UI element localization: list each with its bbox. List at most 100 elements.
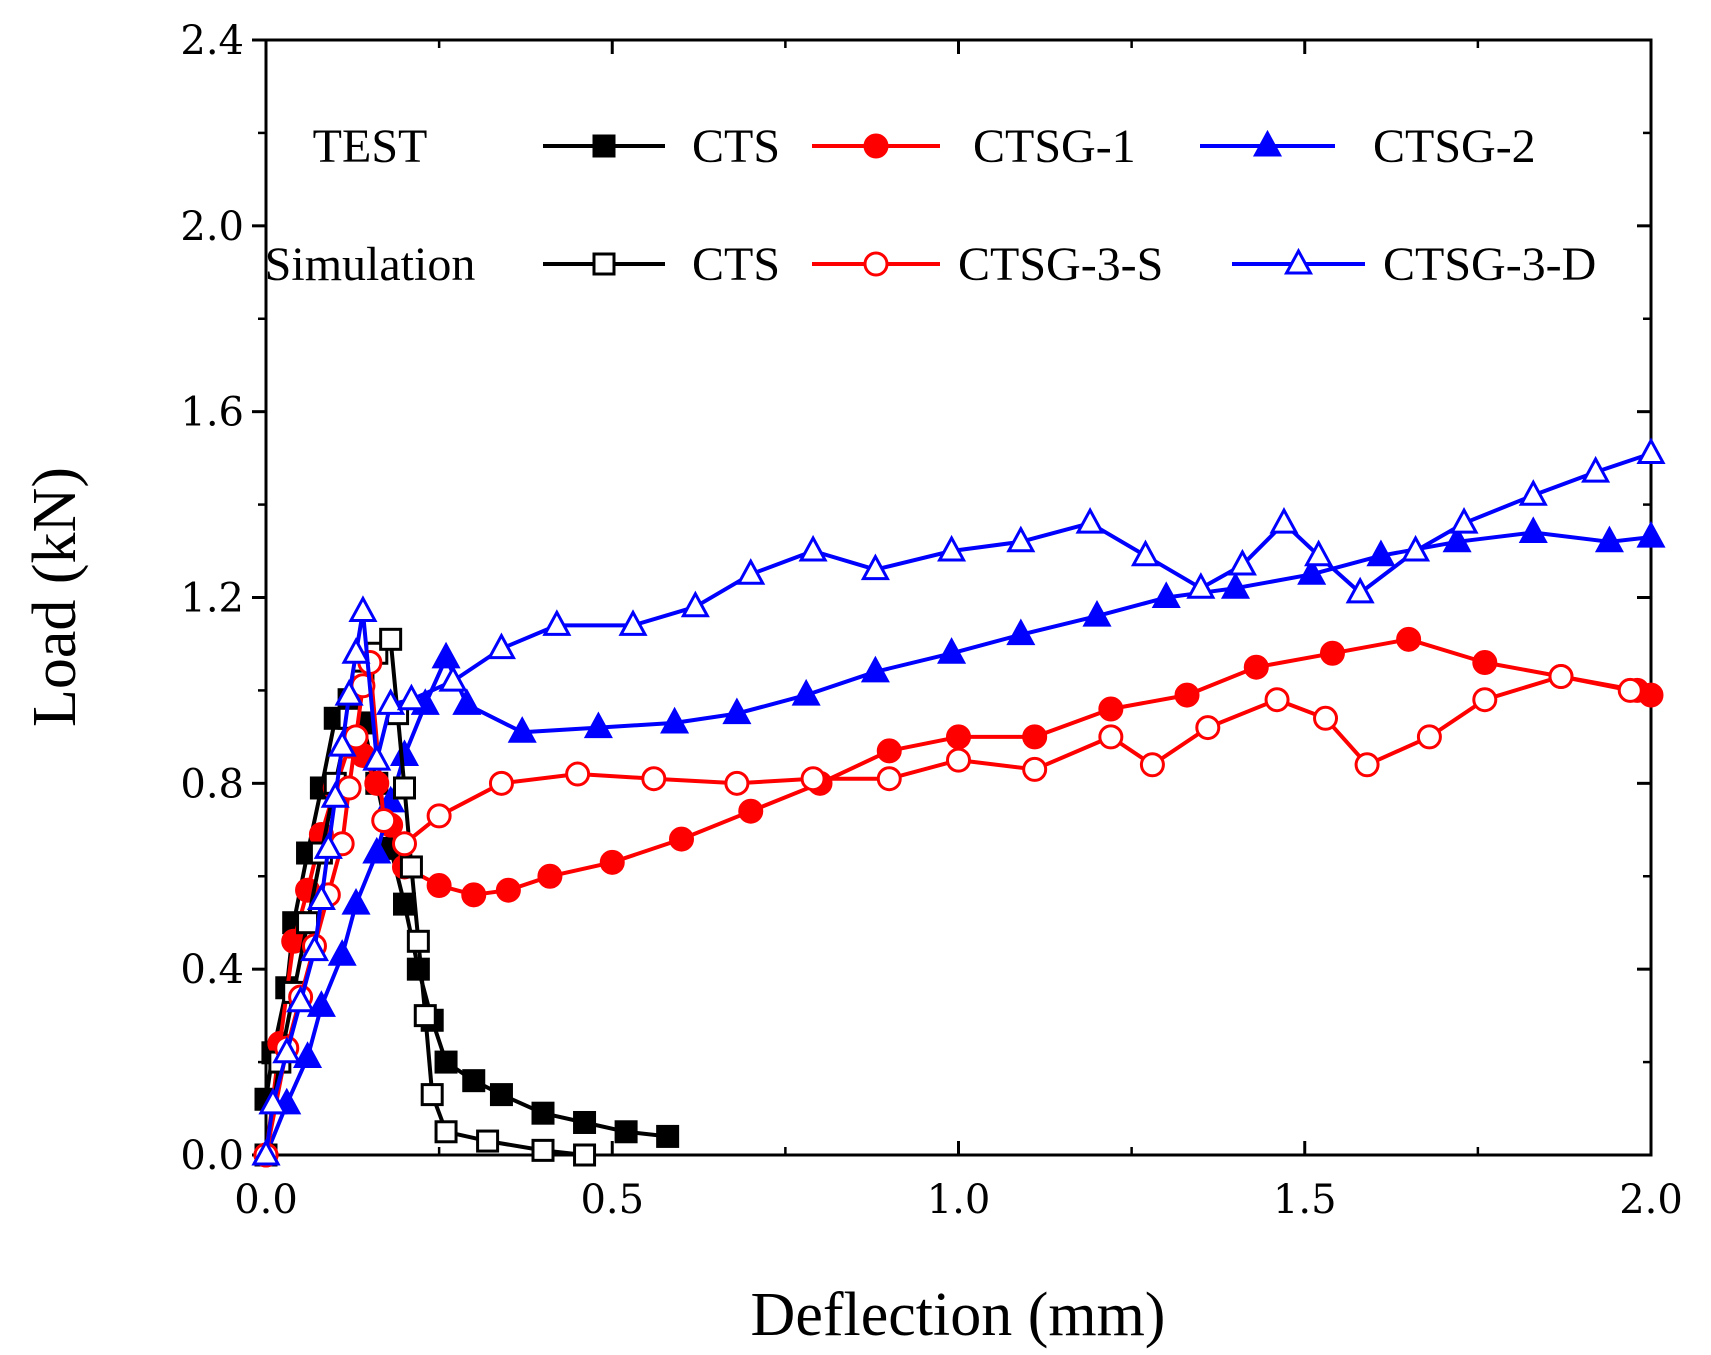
data-point-test-ctsg-2 <box>327 939 357 966</box>
data-point-simulation-ctsg-3-d <box>341 637 371 664</box>
data-point-simulation-ctsg-3-d <box>736 558 766 585</box>
data-point-simulation-cts <box>406 929 430 953</box>
data-point-simulation-ctsg-3-s <box>946 747 971 773</box>
data-point-simulation-cts <box>434 1120 458 1144</box>
data-point-test-ctsg-2 <box>791 678 821 706</box>
data-point-simulation-ctsg-3-d <box>272 1036 302 1064</box>
data-point-test-ctsg-1 <box>669 826 694 852</box>
data-point-test-ctsg-1 <box>1396 626 1422 652</box>
data-point-simulation-ctsg-3-s <box>1416 724 1442 750</box>
data-point-test-cts <box>573 1110 597 1134</box>
legend-swatch-marker <box>863 133 889 159</box>
x-axis-title: Deflection (mm) <box>751 1281 1166 1349</box>
y-tick-label: 2.4 <box>180 18 244 64</box>
plot-border <box>264 38 1653 1157</box>
data-point-simulation-ctsg-3-d <box>680 590 710 618</box>
data-point-simulation-ctsg-3-s <box>1313 705 1339 731</box>
data-point-test-ctsg-2 <box>306 990 336 1017</box>
data-point-simulation-ctsg-3-d <box>327 730 357 757</box>
legend-group-label: TEST <box>313 120 428 173</box>
data-point-simulation-ctsg-3-s <box>876 766 902 792</box>
data-point-simulation-ctsg-3-d <box>1518 479 1548 506</box>
data-point-test-ctsg-2 <box>362 836 392 864</box>
legend-group-label: Simulation <box>265 238 476 291</box>
data-point-simulation-ctsg-3-d <box>438 664 468 692</box>
legend-entry-label: CTSG-1 <box>973 120 1136 173</box>
data-point-simulation-ctsg-3-d <box>258 1087 288 1115</box>
series-layer <box>251 437 1666 1168</box>
data-point-simulation-ctsg-3-s <box>1264 687 1290 713</box>
data-point-simulation-ctsg-3-d <box>1636 437 1666 464</box>
legend-entry-simulation-ctsg-3-d: CTSG-3-D <box>1232 238 1596 291</box>
data-point-test-ctsg-1 <box>495 877 521 903</box>
data-point-simulation-ctsg-3-d <box>1581 455 1611 483</box>
data-point-simulation-ctsg-3-d <box>286 985 316 1013</box>
data-point-test-cts <box>614 1120 638 1144</box>
legend-entry-test-ctsg-1: CTSG-1 <box>812 120 1136 173</box>
data-point-simulation-ctsg-3-s <box>641 766 667 792</box>
data-point-simulation-cts <box>420 1083 444 1107</box>
data-point-test-ctsg-2 <box>1636 520 1666 548</box>
legend-entry-label: CTS <box>692 238 780 291</box>
legend-entry-label: CTS <box>692 120 780 173</box>
data-point-test-ctsg-2 <box>293 1041 323 1068</box>
series-simulation-ctsg-3-d <box>251 437 1666 1166</box>
data-point-simulation-cts <box>379 627 403 651</box>
data-point-simulation-ctsg-3-s <box>1098 724 1124 750</box>
data-point-test-ctsg-1 <box>876 738 902 764</box>
data-point-simulation-ctsg-3-d <box>306 883 336 910</box>
data-point-test-ctsg-2 <box>1151 581 1181 608</box>
data-point-test-ctsg-2 <box>1442 525 1472 553</box>
legend-swatch-marker <box>863 251 889 277</box>
data-point-test-cts <box>393 892 416 916</box>
y-tick-label: 0.4 <box>180 947 244 993</box>
data-point-test-ctsg-2 <box>389 739 420 766</box>
data-point-test-ctsg-1 <box>1243 654 1269 680</box>
data-point-simulation-ctsg-3-s <box>371 808 397 833</box>
data-point-simulation-ctsg-3-s <box>488 770 514 796</box>
y-tick-label: 0.8 <box>180 761 244 807</box>
x-tick-label: 1.0 <box>927 1177 991 1223</box>
legend-swatch-marker <box>592 134 616 158</box>
data-point-simulation-ctsg-3-d <box>362 743 392 771</box>
data-point-test-ctsg-2 <box>1594 525 1624 553</box>
data-point-test-ctsg-1 <box>1319 640 1345 666</box>
legend: TEST CTS CTSG-1 CTSG-2 Simulation CTS CTSG-3-S… <box>265 120 1597 291</box>
data-point-test-ctsg-1 <box>599 849 625 875</box>
legend-entry-label: CTSG-2 <box>1373 120 1536 173</box>
data-point-simulation-cts <box>296 911 320 935</box>
data-point-test-cts <box>531 1101 555 1125</box>
data-point-simulation-cts <box>413 1004 437 1028</box>
data-point-simulation-ctsg-3-d <box>1269 507 1299 534</box>
data-point-test-ctsg-2 <box>860 655 890 683</box>
data-point-simulation-ctsg-3-d <box>1186 572 1216 599</box>
data-point-simulation-ctsg-3-d <box>1449 507 1479 534</box>
series-line-simulation-cts <box>264 637 585 1157</box>
data-point-test-ctsg-2 <box>507 716 537 743</box>
y-tick-label: 0.0 <box>180 1133 244 1179</box>
x-tick-label: 2.0 <box>1619 1177 1683 1223</box>
data-point-simulation-ctsg-3-d <box>376 688 406 715</box>
data-point-simulation-ctsg-3-d <box>396 683 426 711</box>
data-point-simulation-ctsg-3-s <box>1472 687 1498 713</box>
data-point-simulation-cts <box>531 1138 555 1162</box>
data-point-test-ctsg-2 <box>431 641 461 669</box>
data-point-simulation-ctsg-3-d <box>1075 507 1105 534</box>
data-point-simulation-ctsg-3-s <box>392 831 417 857</box>
data-point-simulation-ctsg-3-d <box>313 832 343 859</box>
data-point-simulation-cts <box>399 855 423 879</box>
series-test-ctsg-2 <box>251 516 1666 1166</box>
data-point-simulation-cts <box>573 1143 597 1167</box>
data-point-simulation-ctsg-3-d <box>486 632 516 660</box>
data-point-simulation-ctsg-3-s <box>724 770 750 796</box>
data-point-simulation-ctsg-3-d <box>251 1138 281 1166</box>
data-point-simulation-ctsg-3-s <box>1354 752 1380 778</box>
data-point-simulation-cts <box>393 776 416 800</box>
legend-entry-label: CTSG-3-S <box>958 238 1163 291</box>
y-tick-label: 2.0 <box>180 204 244 250</box>
legend-swatch-marker <box>1283 247 1314 275</box>
data-point-test-ctsg-1 <box>364 770 390 796</box>
data-point-test-ctsg-1 <box>1472 650 1498 676</box>
axis-ticks <box>252 38 1653 1157</box>
